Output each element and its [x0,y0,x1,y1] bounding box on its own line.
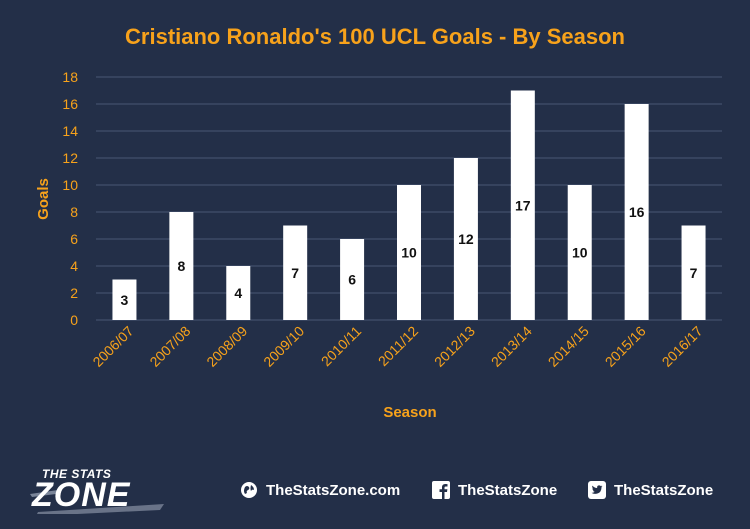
bar [681,225,706,320]
bar [226,266,251,320]
x-tick-label: 2012/13 [431,323,478,370]
bar-chart: Cristiano Ronaldo's 100 UCL Goals - By S… [35,24,722,421]
y-tick-label: 6 [70,231,78,247]
data-labels: 3 8 4 7 6 10 12 17 10 16 7 [121,197,698,308]
data-label: 3 [121,292,129,308]
bar [567,185,592,320]
logo-swoosh-icon [30,490,164,514]
x-tick-label: 2014/15 [545,323,592,370]
bar [624,104,649,320]
bar [510,90,535,320]
y-tick-label: 18 [62,69,78,85]
data-label: 12 [458,231,474,247]
logo-top-text: THE STATS [42,467,112,481]
data-label: 10 [401,245,417,261]
globe-icon [240,481,258,499]
data-label: 17 [515,197,531,213]
bar [397,185,421,320]
data-label: 7 [690,265,698,281]
bars [112,90,706,320]
x-tick-label: 2015/16 [602,323,649,370]
x-tick-label: 2007/08 [146,323,193,370]
data-label: 10 [572,245,588,261]
data-label: 16 [629,204,645,220]
x-axis-title: Season [383,404,436,421]
bar [453,158,478,320]
data-label: 4 [234,285,242,301]
x-tick-label: 2010/11 [318,323,365,370]
bar [112,279,137,320]
x-tick-label: 2011/12 [375,323,422,370]
y-tick-label: 14 [62,123,78,139]
x-axis-ticks: 2006/07 2007/08 2008/09 2009/10 2010/11 2011/… [89,323,705,370]
logo-main-text: ZONE [32,476,131,514]
x-tick-label: 2016/17 [659,323,706,370]
facebook-text: TheStatsZone [458,481,558,499]
bar [340,239,365,320]
y-tick-label: 16 [62,96,78,112]
y-tick-label: 8 [70,204,78,220]
y-axis-title: Goals [35,178,52,220]
facebook-link[interactable]: TheStatsZone [432,478,557,502]
data-label: 7 [291,265,299,281]
twitter-icon [588,481,606,499]
bar [283,225,308,320]
bar [169,212,194,320]
x-tick-label: 2008/09 [203,323,250,370]
twitter-text: TheStatsZone [614,481,714,499]
twitter-link[interactable]: TheStatsZone [588,478,713,502]
website-text: TheStatsZone.com [266,481,401,499]
website-link[interactable]: TheStatsZone.com [240,478,400,502]
y-tick-label: 12 [62,150,78,166]
stats-zone-logo: THE STATS ZONE [28,464,168,514]
x-tick-label: 2013/14 [488,323,535,370]
y-tick-label: 10 [62,177,78,193]
footer: THE STATS ZONE TheStatsZone.com TheStats… [0,450,750,529]
chart-title: Cristiano Ronaldo's 100 UCL Goals - By S… [125,24,625,49]
x-tick-label: 2009/10 [260,323,307,370]
y-axis-ticks: 0 2 4 6 8 10 12 14 16 18 [62,69,78,328]
facebook-icon [432,481,450,499]
data-label: 8 [177,258,185,274]
x-tick-label: 2006/07 [89,323,136,370]
y-tick-label: 2 [70,285,78,301]
data-label: 6 [348,272,356,288]
y-tick-label: 4 [70,258,78,274]
y-tick-label: 0 [70,312,78,328]
